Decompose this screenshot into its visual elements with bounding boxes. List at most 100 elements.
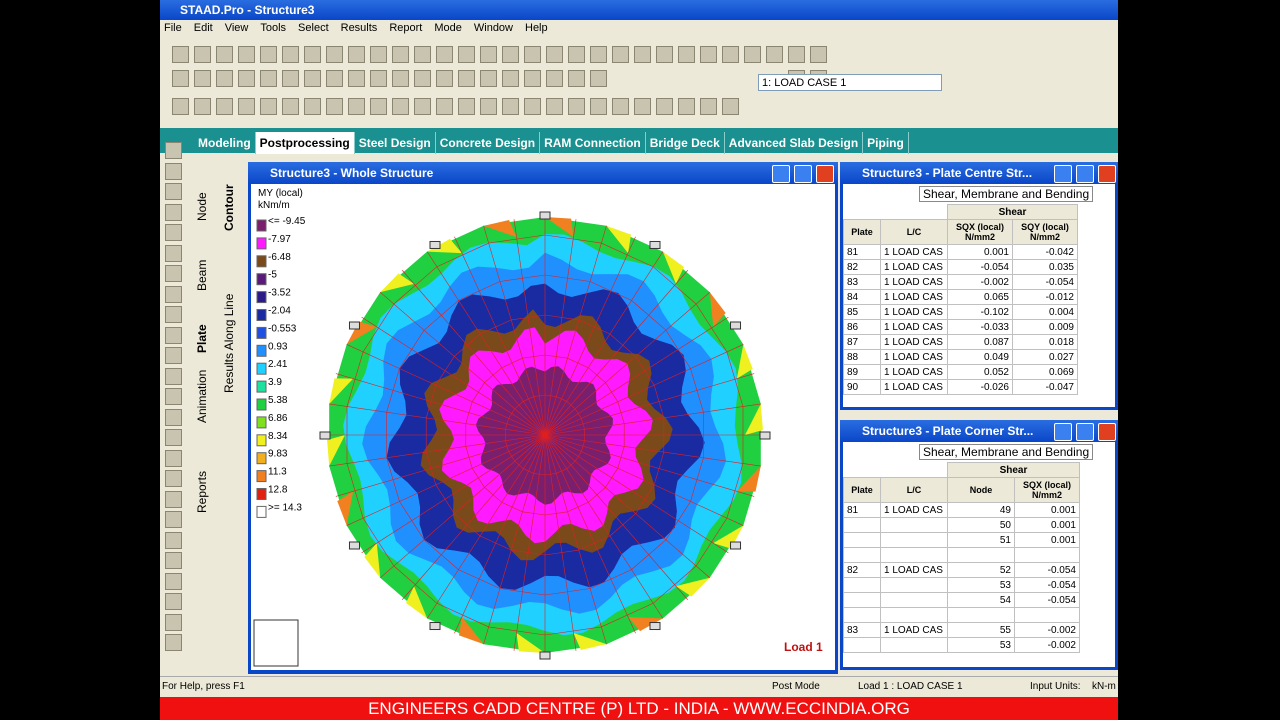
maximize[interactable]: [794, 165, 812, 183]
tool-icon[interactable]: [165, 470, 182, 487]
tool-icon[interactable]: [480, 46, 497, 63]
tool-icon[interactable]: [216, 70, 233, 87]
tool-icon[interactable]: [590, 98, 607, 115]
tool-icon[interactable]: [282, 70, 299, 87]
tool-icon[interactable]: [546, 70, 563, 87]
tool-icon[interactable]: [165, 142, 182, 159]
tool-icon[interactable]: [165, 183, 182, 200]
tool-icon[interactable]: [165, 306, 182, 323]
tab[interactable]: RAM Connection: [540, 132, 646, 154]
tool-icon[interactable]: [194, 98, 211, 115]
tool-icon[interactable]: [260, 46, 277, 63]
tool-icon[interactable]: [165, 429, 182, 446]
close[interactable]: [816, 165, 834, 183]
tool-icon[interactable]: [656, 46, 673, 63]
tool-icon[interactable]: [678, 98, 695, 115]
menu-item[interactable]: Edit: [193, 22, 213, 34]
tool-icon[interactable]: [568, 70, 585, 87]
tool-icon[interactable]: [634, 46, 651, 63]
tool-icon[interactable]: [165, 265, 182, 282]
tool-icon[interactable]: [766, 46, 783, 63]
tool-icon[interactable]: [238, 98, 255, 115]
tool-icon[interactable]: [392, 98, 409, 115]
tab[interactable]: Bridge Deck: [646, 132, 725, 154]
tool-icon[interactable]: [678, 46, 695, 63]
tool-icon[interactable]: [165, 162, 182, 180]
tool-icon[interactable]: [458, 98, 475, 115]
tool-icon[interactable]: [436, 46, 453, 63]
menu-item[interactable]: Select: [298, 22, 329, 34]
menu-item[interactable]: Report: [389, 22, 423, 34]
tool-icon[interactable]: [524, 98, 541, 115]
tool-icon[interactable]: [165, 490, 182, 508]
tool-icon[interactable]: [172, 98, 189, 115]
tool-icon[interactable]: [744, 46, 761, 63]
tab[interactable]: Steel Design: [355, 132, 436, 154]
menu-item[interactable]: Tools: [260, 22, 287, 34]
tool-icon[interactable]: [436, 98, 453, 115]
tool-icon[interactable]: [165, 224, 182, 241]
menu-item[interactable]: View: [224, 22, 249, 34]
tool-icon[interactable]: [260, 70, 277, 87]
tool-icon[interactable]: [590, 70, 607, 87]
tool-icon[interactable]: [194, 70, 211, 87]
tool-icon[interactable]: [458, 70, 475, 87]
tool-icon[interactable]: [524, 70, 541, 87]
menu-item[interactable]: Window: [473, 22, 513, 34]
window-button[interactable]: [1054, 423, 1072, 441]
tab[interactable]: Postprocessing: [255, 132, 355, 154]
tool-icon[interactable]: [348, 98, 365, 115]
tab[interactable]: Concrete Design: [436, 132, 541, 154]
tool-icon[interactable]: [480, 70, 497, 87]
result-tab[interactable]: Shear, Membrane and Bending: [919, 444, 1094, 460]
tool-icon[interactable]: [165, 531, 182, 549]
tool-icon[interactable]: [165, 593, 182, 610]
tool-icon[interactable]: [348, 70, 365, 87]
tool-icon[interactable]: [502, 46, 519, 63]
result-tab[interactable]: Shear, Membrane and Bending: [919, 186, 1094, 202]
tool-icon[interactable]: [502, 70, 519, 87]
tool-icon[interactable]: [165, 572, 182, 590]
tool-icon[interactable]: [414, 46, 431, 63]
tool-icon[interactable]: [282, 98, 299, 115]
tool-icon[interactable]: [612, 46, 629, 63]
tool-icon[interactable]: [480, 98, 497, 115]
menu-item[interactable]: File: [164, 22, 182, 34]
tool-icon[interactable]: [238, 46, 255, 63]
tool-icon[interactable]: [165, 634, 182, 651]
side-tab[interactable]: Beam: [195, 259, 209, 291]
tab[interactable]: Advanced Slab Design: [725, 132, 864, 154]
tool-icon[interactable]: [304, 46, 321, 63]
side-tab[interactable]: Reports: [195, 470, 209, 513]
tool-icon[interactable]: [165, 408, 182, 426]
menu-item[interactable]: Results: [340, 22, 378, 34]
tool-icon[interactable]: [304, 98, 321, 115]
tool-icon[interactable]: [722, 46, 739, 63]
side-tab[interactable]: Plate: [195, 324, 209, 353]
tool-icon[interactable]: [700, 46, 717, 63]
tool-icon[interactable]: [392, 46, 409, 63]
tool-icon[interactable]: [524, 46, 541, 63]
tool-icon[interactable]: [172, 70, 189, 87]
tool-icon[interactable]: [165, 511, 182, 528]
tool-icon[interactable]: [546, 98, 563, 115]
tab[interactable]: Modeling: [194, 132, 256, 154]
tool-icon[interactable]: [348, 46, 365, 63]
side-tab[interactable]: Animation: [195, 369, 209, 423]
tool-icon[interactable]: [326, 98, 343, 115]
tool-icon[interactable]: [165, 347, 182, 364]
tool-icon[interactable]: [568, 98, 585, 115]
tool-icon[interactable]: [414, 98, 431, 115]
tool-icon[interactable]: [165, 326, 182, 344]
window-button[interactable]: [1098, 165, 1116, 183]
side-tab[interactable]: Results Along Line: [222, 293, 236, 393]
window-button[interactable]: [1054, 165, 1072, 183]
tool-icon[interactable]: [165, 449, 182, 467]
tool-icon[interactable]: [165, 285, 182, 303]
tool-icon[interactable]: [165, 388, 182, 405]
tool-icon[interactable]: [326, 70, 343, 87]
tool-icon[interactable]: [656, 98, 673, 115]
tool-icon[interactable]: [165, 367, 182, 385]
tool-icon[interactable]: [260, 98, 277, 115]
window-button[interactable]: [1076, 423, 1094, 441]
